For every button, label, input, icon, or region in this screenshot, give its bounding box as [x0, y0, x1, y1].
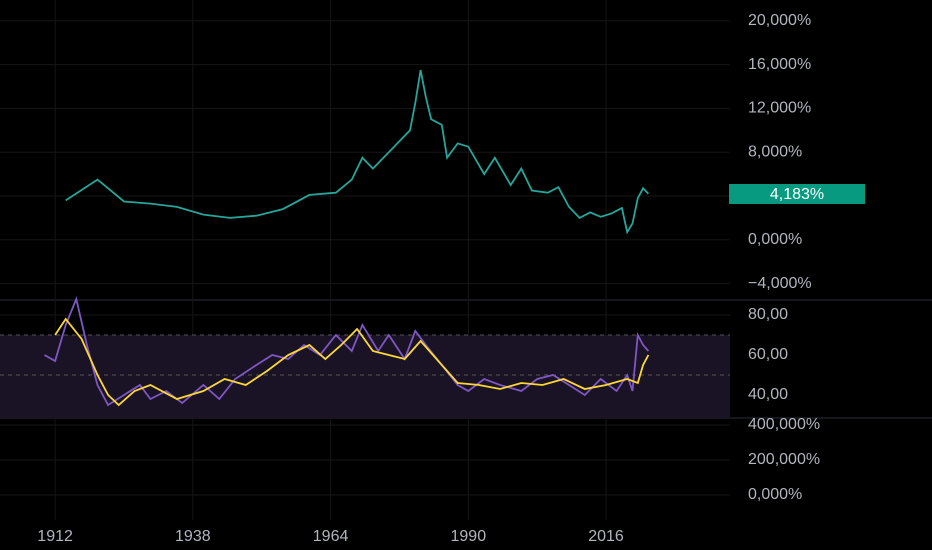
y-tick-label: −4,000% [748, 275, 812, 292]
last-value-box [729, 183, 865, 204]
x-tick-label: 1990 [451, 528, 487, 545]
y-tick-label: 40,00 [748, 386, 788, 403]
x-tick-label: 1964 [313, 528, 349, 545]
y-tick-label: 60,00 [748, 346, 788, 363]
y-tick-label: 80,00 [748, 306, 788, 323]
series-line [54, 317, 650, 407]
y-tick-label: 0,000% [748, 486, 802, 503]
last-value-label: 4,183% [770, 186, 824, 203]
series-line [65, 69, 650, 235]
y-tick-label: 12,000% [748, 100, 811, 117]
x-tick-label: 1938 [175, 528, 211, 545]
y-tick-label: 8,000% [748, 143, 802, 160]
y-tick-label: 0,000% [748, 231, 802, 248]
y-tick-label: 20,000% [748, 12, 811, 29]
series-line [44, 296, 650, 407]
x-tick-label: 2016 [588, 528, 624, 545]
y-tick-label: 16,000% [748, 56, 811, 73]
band-fill [0, 335, 730, 418]
y-tick-label: 400,000% [748, 416, 820, 433]
x-tick-label: 1912 [37, 528, 73, 545]
y-tick-label: 200,000% [748, 451, 820, 468]
